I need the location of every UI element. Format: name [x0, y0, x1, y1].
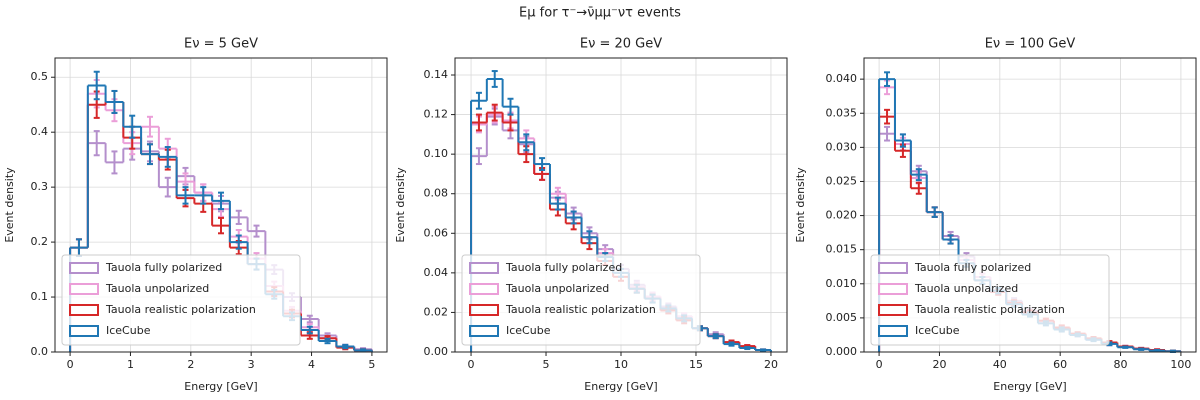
x-tick-label: 0: [876, 358, 883, 371]
y-tick-label: 0.5: [31, 70, 49, 83]
y-tick-label: 0.10: [424, 147, 449, 160]
legend-swatch: [69, 304, 99, 316]
legend-swatch: [469, 304, 499, 316]
x-tick-label: 100: [1170, 358, 1191, 371]
x-tick-label: 5: [543, 358, 550, 371]
legend-box: [61, 254, 301, 346]
y-tick-label: 0.035: [826, 106, 858, 119]
y-tick-label: 0.005: [826, 311, 858, 324]
y-tick-label: 0.02: [424, 305, 449, 318]
y-tick-label: 0.015: [826, 243, 858, 256]
y-tick-label: 0.040: [826, 72, 858, 85]
y-tick-label: 0.020: [826, 209, 858, 222]
axes-title: Eν = 20 GeV: [580, 37, 662, 52]
y-tick-label: 0.04: [424, 266, 449, 279]
legend-label: Tauola realistic polarization: [914, 303, 1065, 316]
x-axis-label: Energy [GeV]: [184, 380, 257, 393]
legend-swatch: [69, 262, 99, 274]
y-tick-label: 0.000: [826, 345, 858, 358]
legend-label: Tauola realistic polarization: [505, 303, 656, 316]
legend-swatch: [469, 325, 499, 337]
y-axis-label: Event density: [794, 167, 807, 243]
legend-label: Tauola unpolarized: [105, 282, 209, 295]
y-tick-label: 0.0: [31, 345, 49, 358]
x-tick-label: 3: [248, 358, 255, 371]
x-tick-label: 80: [1114, 358, 1128, 371]
legend: Tauola fully polarized Tauola unpolarized…: [870, 254, 1110, 346]
y-tick-label: 0.08: [424, 187, 449, 200]
legend-swatch: [69, 283, 99, 295]
y-tick-label: 0.06: [424, 226, 449, 239]
x-tick-label: 10: [614, 358, 628, 371]
legend-label: IceCube: [106, 324, 151, 337]
figure-title: Eμ for τ⁻→ν̄μμ⁻ντ events: [519, 6, 681, 21]
legend-swatch: [69, 325, 99, 337]
x-tick-label: 5: [368, 358, 375, 371]
legend-label: Tauola realistic polarization: [105, 303, 256, 316]
y-tick-label: 0.3: [31, 180, 49, 193]
axes-title: Eν = 100 GeV: [985, 37, 1076, 52]
x-tick-label: 20: [764, 358, 778, 371]
y-axis-label: Event density: [3, 167, 16, 243]
x-tick-label: 0: [67, 358, 74, 371]
y-tick-label: 0.1: [31, 290, 49, 303]
y-tick-label: 0.14: [424, 68, 449, 81]
legend-swatch: [878, 262, 908, 274]
legend-label: IceCube: [915, 324, 960, 337]
x-tick-label: 4: [308, 358, 315, 371]
y-tick-label: 0.12: [424, 108, 449, 121]
y-tick-label: 0.010: [826, 277, 858, 290]
x-axis-label: Energy [GeV]: [993, 380, 1066, 393]
x-tick-label: 60: [1053, 358, 1067, 371]
legend-box: [461, 254, 701, 346]
legend-swatch: [878, 325, 908, 337]
legend-label: IceCube: [506, 324, 551, 337]
y-tick-label: 0.2: [31, 235, 49, 248]
legend-swatch: [878, 283, 908, 295]
axes-frame: [454, 57, 788, 353]
x-tick-label: 2: [187, 358, 194, 371]
legend: Tauola fully polarized Tauola unpolarized…: [61, 254, 301, 346]
y-axis-label: Event density: [394, 167, 407, 243]
axes-title: Eν = 5 GeV: [184, 37, 258, 52]
y-tick-label: 0.025: [826, 174, 858, 187]
legend-swatch: [469, 283, 499, 295]
y-tick-label: 0.030: [826, 140, 858, 153]
legend-label: Tauola fully polarized: [505, 261, 622, 274]
x-tick-label: 20: [932, 358, 946, 371]
legend-swatch: [469, 262, 499, 274]
x-tick-label: 0: [468, 358, 475, 371]
legend-label: Tauola fully polarized: [105, 261, 222, 274]
x-tick-label: 40: [993, 358, 1007, 371]
legend: Tauola fully polarized Tauola unpolarized…: [461, 254, 701, 346]
x-tick-label: 1: [127, 358, 134, 371]
y-tick-label: 0.00: [424, 345, 449, 358]
axes-frame: [54, 57, 388, 353]
axes-frame: [863, 57, 1197, 353]
legend-box: [870, 254, 1110, 346]
legend-label: Tauola fully polarized: [914, 261, 1031, 274]
legend-swatch: [878, 304, 908, 316]
legend-label: Tauola unpolarized: [505, 282, 609, 295]
legend-label: Tauola unpolarized: [914, 282, 1018, 295]
x-axis-label: Energy [GeV]: [584, 380, 657, 393]
y-tick-label: 0.4: [31, 125, 49, 138]
x-tick-label: 15: [689, 358, 703, 371]
